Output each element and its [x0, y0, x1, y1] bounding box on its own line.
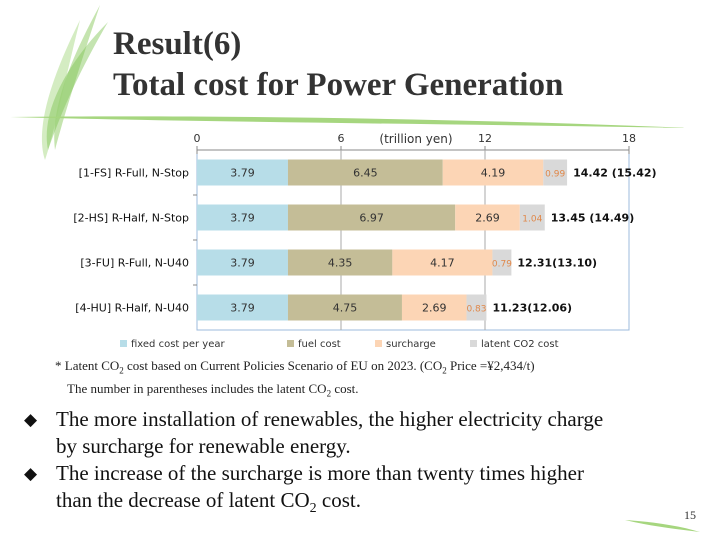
bar-segment: [197, 159, 288, 186]
data-label: 3.79: [230, 212, 255, 225]
category-label: [2-HS] R-Half, N-Stop: [73, 212, 189, 225]
bullet-2-line-2: than the decrease of latent CO2 cost.: [56, 488, 361, 517]
bullet-item: ◆ The increase of the surcharge is more …: [24, 460, 603, 522]
legend-label: fixed cost per year: [131, 339, 226, 350]
bar-segment: [287, 294, 402, 321]
bullet-1-line-2: by surcharge for renewable energy.: [56, 434, 351, 458]
data-label: 2.69: [475, 212, 500, 225]
bar-segment: [287, 249, 393, 276]
x-tick-label: 0: [194, 132, 201, 145]
total-label: 13.45 (14.49): [551, 212, 634, 225]
data-label: 1.04: [522, 215, 542, 225]
bar-segment: [197, 204, 288, 231]
legend-label: fuel cost: [298, 339, 341, 350]
bar-segment: [287, 204, 456, 231]
data-label: 4.35: [328, 257, 353, 270]
footnote-line-2: The number in parentheses includes the l…: [67, 380, 359, 399]
legend-swatch: [375, 340, 382, 347]
data-label: 6.97: [359, 212, 384, 225]
legend-swatch: [120, 340, 127, 347]
data-label: 3.79: [230, 167, 255, 180]
data-label: 0.79: [492, 260, 512, 270]
data-label: 4.75: [333, 302, 358, 315]
bar-segment: [519, 204, 545, 231]
data-label: 6.45: [353, 167, 378, 180]
diamond-bullet-icon: ◆: [24, 410, 38, 429]
category-label: [3-FU] R-Full, N-U40: [80, 257, 189, 270]
bullet-2-line-1: The increase of the surcharge is more th…: [56, 461, 584, 485]
bullet-1-line-1: The more installation of renewables, the…: [56, 407, 604, 431]
slide-title: Result(6) Total cost for Power Generatio…: [113, 24, 563, 106]
page-number: 15: [684, 508, 696, 522]
footnote: * Latent CO2 cost based on Current Polic…: [55, 357, 535, 402]
legend-swatch: [470, 340, 477, 347]
bullet-list: ◆ The more installation of renewables, t…: [24, 406, 603, 522]
legend-label: latent CO2 cost: [481, 339, 559, 350]
title-line-1: Result(6): [113, 26, 242, 62]
data-label: 3.79: [230, 302, 255, 315]
bar-segment: [455, 204, 520, 231]
legend-swatch: [287, 340, 294, 347]
bar-segment: [197, 249, 288, 276]
bar-segment: [197, 294, 288, 321]
stacked-bar-chart: 0 6 12 18 (trillion yen) [1-FS] R-Full, N-Sto…: [73, 132, 656, 350]
title-line-2: Total cost for Power Generation: [113, 67, 564, 103]
category-label: [1-FS] R-Full, N-Stop: [79, 167, 189, 180]
data-label: 4.19: [481, 167, 506, 180]
bar-segment: [287, 159, 443, 186]
data-label: 3.79: [230, 257, 255, 270]
bullet-item: ◆ The more installation of renewables, t…: [24, 406, 603, 460]
legend-label: surcharge: [386, 339, 436, 350]
diamond-bullet-icon: ◆: [24, 464, 38, 483]
bar-segment: [543, 159, 568, 186]
axis-unit-label: (trillion yen): [379, 132, 452, 146]
total-label: 12.31(13.10): [517, 257, 597, 270]
total-label: 14.42 (15.42): [573, 167, 656, 180]
bar-segment: [392, 249, 493, 276]
data-label: 4.17: [430, 257, 455, 270]
category-label: [4-HU] R-Half, N-U40: [75, 302, 189, 315]
bar-segment: [442, 159, 544, 186]
footnote-line-1: * Latent CO2 cost based on Current Polic…: [55, 358, 535, 376]
data-label: 2.69: [422, 302, 447, 315]
bar-segment: [492, 249, 512, 276]
x-tick-label: 6: [338, 132, 345, 145]
x-tick-label: 18: [622, 132, 636, 145]
x-tick-label: 12: [478, 132, 492, 145]
data-label: 0.99: [545, 170, 565, 180]
bar-segment: [466, 294, 487, 321]
bar-segment: [401, 294, 467, 321]
data-label: 0.83: [466, 305, 486, 315]
total-label: 11.23(12.06): [492, 302, 572, 315]
